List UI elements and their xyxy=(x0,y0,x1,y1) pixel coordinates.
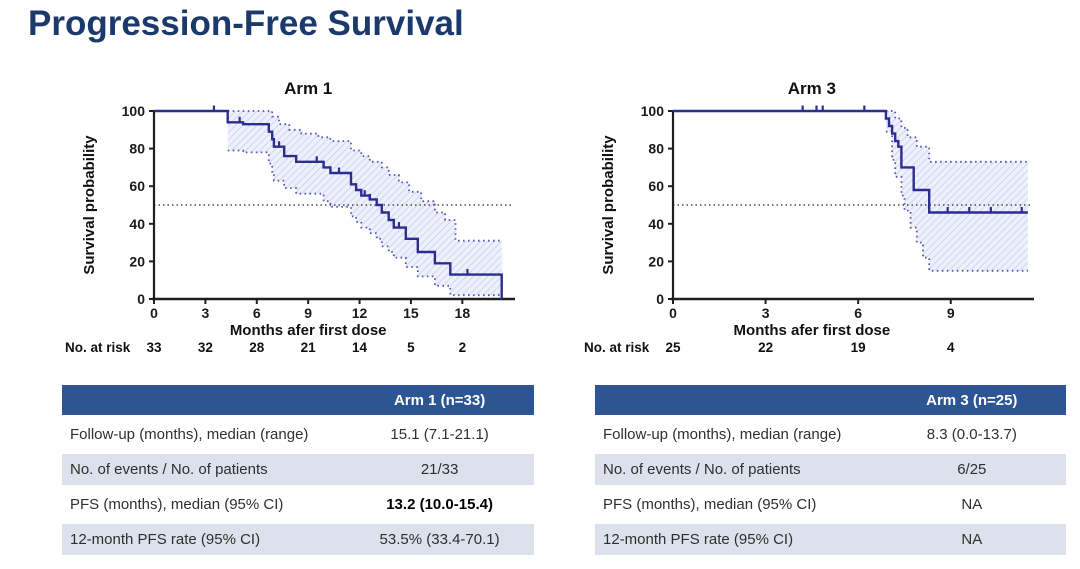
y-tick-label: 80 xyxy=(129,141,145,157)
at-risk-count: 33 xyxy=(146,340,162,355)
row-label: No. of events / No. of patients xyxy=(595,454,878,485)
ci-upper-line xyxy=(227,110,502,242)
y-tick-label: 60 xyxy=(648,178,664,194)
summary-table-arm1: Arm 1 (n=33) Follow-up (months), median … xyxy=(62,381,534,559)
row-value: NA xyxy=(877,524,1066,555)
row-label: Follow-up (months), median (range) xyxy=(62,419,346,450)
y-tick-label: 40 xyxy=(129,216,145,232)
at-risk-count: 14 xyxy=(352,340,368,355)
at-risk-count: 19 xyxy=(851,340,866,355)
at-risk-count: 21 xyxy=(301,340,317,355)
at-risk-label: No. at risk xyxy=(584,340,650,355)
x-tick-label: 15 xyxy=(403,305,419,321)
row-value: 8.3 (0.0-13.7) xyxy=(877,419,1066,450)
x-tick-label: 0 xyxy=(150,305,158,321)
table-header-row: Arm 3 (n=25) xyxy=(595,385,1066,415)
km-curve xyxy=(154,109,503,299)
at-risk-count: 32 xyxy=(198,340,213,355)
y-tick-label: 60 xyxy=(129,178,145,194)
y-tick-label: 80 xyxy=(648,141,664,157)
ci-lower-line xyxy=(885,130,1028,272)
y-tick-label: 20 xyxy=(129,253,145,269)
table-row-pfs-rate: 12-month PFS rate (95% CI) 53.5% (33.4-7… xyxy=(62,524,534,555)
table-header-arm1: Arm 1 (n=33) xyxy=(345,385,534,415)
x-tick-label: 12 xyxy=(352,305,368,321)
table-header-row: Arm 1 (n=33) xyxy=(62,385,534,415)
ci-band xyxy=(885,111,1028,271)
table-header-empty-cell xyxy=(62,385,346,415)
table-row-pfs-rate: 12-month PFS rate (95% CI) NA xyxy=(595,524,1066,555)
km-curve xyxy=(673,109,1028,214)
row-label: PFS (months), median (95% CI) xyxy=(62,489,346,520)
y-tick-label: 40 xyxy=(648,216,664,232)
table-row-followup: Follow-up (months), median (range) 15.1 … xyxy=(62,419,534,450)
ci-band xyxy=(227,111,502,296)
row-label: 12-month PFS rate (95% CI) xyxy=(595,524,878,555)
at-risk-count: 5 xyxy=(407,340,415,355)
table-header-arm3: Arm 3 (n=25) xyxy=(877,385,1066,415)
chart-title: Arm 1 xyxy=(284,79,332,98)
row-label: PFS (months), median (95% CI) xyxy=(595,489,878,520)
at-risk-count: 25 xyxy=(665,340,681,355)
x-tick-label: 6 xyxy=(253,305,261,321)
row-value: 53.5% (33.4-70.1) xyxy=(345,524,534,555)
ci-upper-line xyxy=(885,110,1028,163)
row-value: NA xyxy=(877,489,1066,520)
x-tick-label: 18 xyxy=(455,305,471,321)
x-tick-label: 3 xyxy=(762,305,770,321)
x-axis-label: Months afer first dose xyxy=(734,322,891,339)
km-chart-arm3: 0 20 40 60 80 100 0 3 6 9 Arm 3 Months afer first d… xyxy=(584,79,1034,355)
summary-table-arm3: Arm 3 (n=25) Follow-up (months), median … xyxy=(595,381,1066,559)
row-value: 6/25 xyxy=(877,454,1066,485)
row-label: No. of events / No. of patients xyxy=(62,454,346,485)
x-axis-label: Months afer first dose xyxy=(230,322,387,339)
table-row-followup: Follow-up (months), median (range) 8.3 (… xyxy=(595,419,1066,450)
x-tick-label: 9 xyxy=(304,305,312,321)
y-tick-label: 0 xyxy=(137,291,145,307)
at-risk-count: 22 xyxy=(758,340,773,355)
at-risk-label: No. at risk xyxy=(65,340,131,355)
row-value: 15.1 (7.1-21.1) xyxy=(345,419,534,450)
y-tick-label: 0 xyxy=(656,291,664,307)
x-tick-label: 0 xyxy=(669,305,677,321)
at-risk-count: 2 xyxy=(459,340,467,355)
row-label: 12-month PFS rate (95% CI) xyxy=(62,524,346,555)
x-tick-label: 9 xyxy=(947,305,955,321)
x-tick-label: 6 xyxy=(854,305,862,321)
km-chart-arm1: 0 20 40 60 80 100 0 3 6 9 12 15 18 Arm 1 Months afer f… xyxy=(65,79,515,355)
table-row-events: No. of events / No. of patients 21/33 xyxy=(62,454,534,485)
y-axis-label: Survival probability xyxy=(600,135,617,275)
row-value: 13.2 (10.0-15.4) xyxy=(345,489,534,520)
y-tick-label: 100 xyxy=(641,103,665,119)
row-label: Follow-up (months), median (range) xyxy=(595,419,878,450)
at-risk-count: 4 xyxy=(947,340,955,355)
page-title: Progression-Free Survival xyxy=(28,4,464,43)
chart-title: Arm 3 xyxy=(788,79,836,98)
y-axis-label: Survival probability xyxy=(81,135,98,275)
row-value: 21/33 xyxy=(345,454,534,485)
table-row-pfs-median: PFS (months), median (95% CI) NA xyxy=(595,489,1066,520)
ci-lower-line xyxy=(227,149,502,297)
table-row-pfs-median: PFS (months), median (95% CI) 13.2 (10.0… xyxy=(62,489,534,520)
at-risk-count: 28 xyxy=(249,340,265,355)
table-row-events: No. of events / No. of patients 6/25 xyxy=(595,454,1066,485)
table-header-empty-cell xyxy=(595,385,878,415)
y-tick-label: 100 xyxy=(122,103,146,119)
x-tick-label: 3 xyxy=(201,305,209,321)
y-tick-label: 20 xyxy=(648,253,664,269)
